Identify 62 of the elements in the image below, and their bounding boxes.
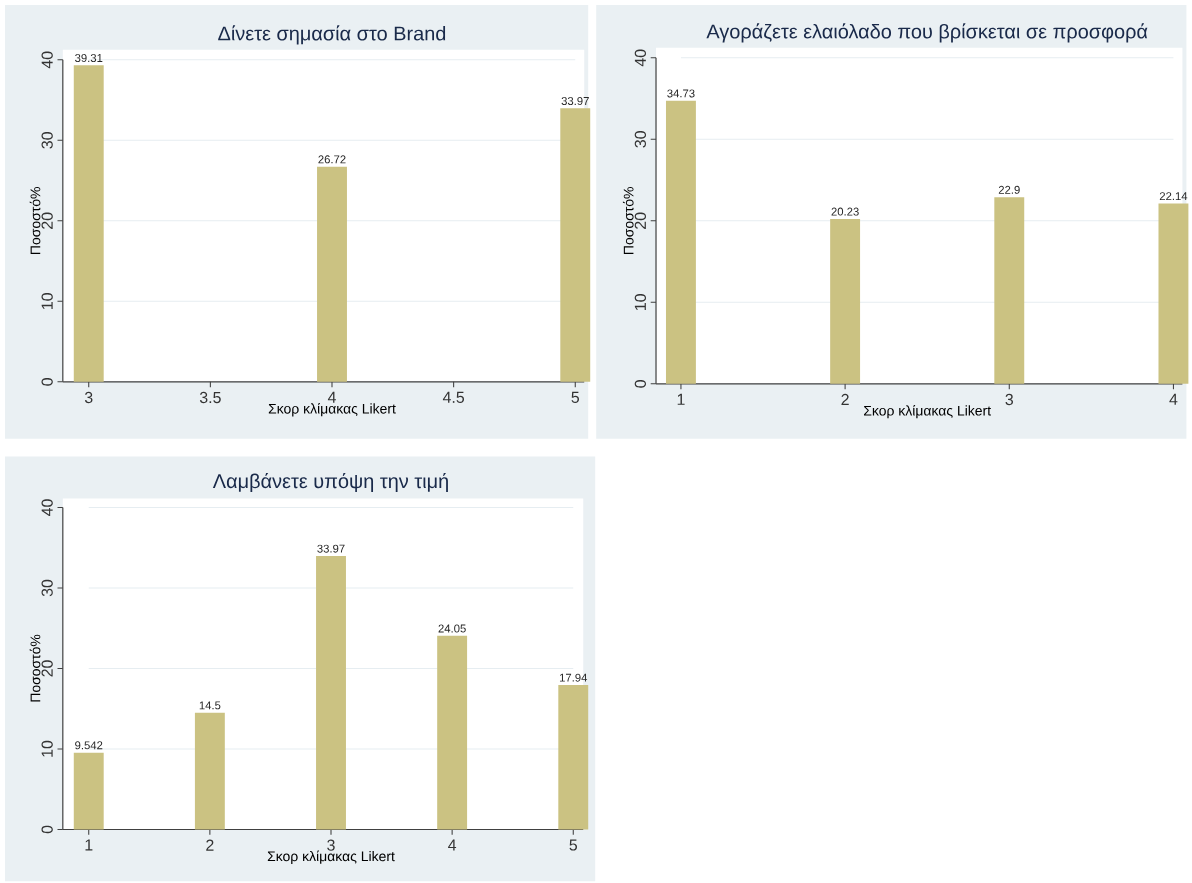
y-axis-title: Ποσοστό% [29,634,41,702]
data-label: 39.31 [75,53,103,62]
x-tick-label: 3 [1005,393,1014,405]
y-tick-label: 10 [41,292,53,309]
bar [73,752,104,830]
x-axis-title: Σκορ κλίμακας Likert [864,404,991,419]
data-label: 9.542 [75,741,103,750]
data-label: 33.97 [317,544,345,553]
y-tick-label: 30 [634,130,646,148]
y-tick-label: 10 [634,293,646,310]
x-tick-label: 2 [206,839,214,851]
x-tick-label: 3 [327,839,335,851]
y-tick-label: 10 [41,740,53,757]
data-label: 24.05 [438,624,466,633]
y-tick-label: 0 [41,825,53,834]
x-tick-label: 1 [85,839,93,851]
y-tick-label: 40 [634,49,646,67]
data-label: 26.72 [318,155,346,164]
bar [73,65,104,382]
data-label: 17.94 [559,673,588,682]
data-label: 20.23 [831,207,859,216]
x-tick-label: 3.5 [199,391,221,403]
data-label: 22.9 [998,185,1020,194]
bar [317,166,347,382]
y-tick-label: 30 [41,131,53,149]
x-tick-label: 3 [84,391,93,403]
x-tick-label: 4.5 [442,391,465,403]
data-label: 34.73 [667,89,695,98]
x-tick-label: 5 [569,839,578,851]
chart-title: Λαμβάνετε υπόψη την τιμή [212,472,448,492]
x-tick-label: 4 [448,839,457,851]
x-tick-label: 4 [1169,393,1178,405]
bar [558,684,589,830]
x-tick-label: 5 [571,391,580,403]
bar [194,712,225,830]
bar [830,218,861,384]
y-tick-label: 20 [41,660,53,677]
y-tick-label: 30 [41,579,53,597]
bar [1158,203,1189,384]
y-tick-label: 0 [634,379,646,388]
bar [316,555,346,830]
chart-title: Αγοράζετε ελαιόλαδο που βρίσκεται σε προσφορά [706,23,1148,43]
y-tick-label: 20 [634,212,646,229]
y-axis-title: Ποσοστό% [29,186,41,254]
data-label: 22.14 [1159,191,1188,200]
y-tick-label: 40 [41,51,53,69]
chart-title: Δίνετε σημασία στο Brand [218,25,446,45]
y-tick-label: 40 [41,499,53,516]
x-tick-label: 1 [677,393,685,405]
bar [665,100,696,384]
data-label: 14.5 [199,701,221,710]
x-tick-label: 2 [841,393,849,405]
y-tick-label: 0 [41,377,53,386]
x-tick-label: 4 [327,391,336,403]
x-axis-title: Σκορ κλίμακας Likert [268,402,396,417]
bar [437,635,468,830]
bar [560,108,591,382]
data-label: 33.97 [561,96,589,105]
y-tick-label: 20 [41,212,53,229]
bar [994,197,1025,384]
y-axis-title: Ποσοστό% [622,186,634,254]
x-axis-title: Σκορ κλίμακας Likert [267,850,395,864]
